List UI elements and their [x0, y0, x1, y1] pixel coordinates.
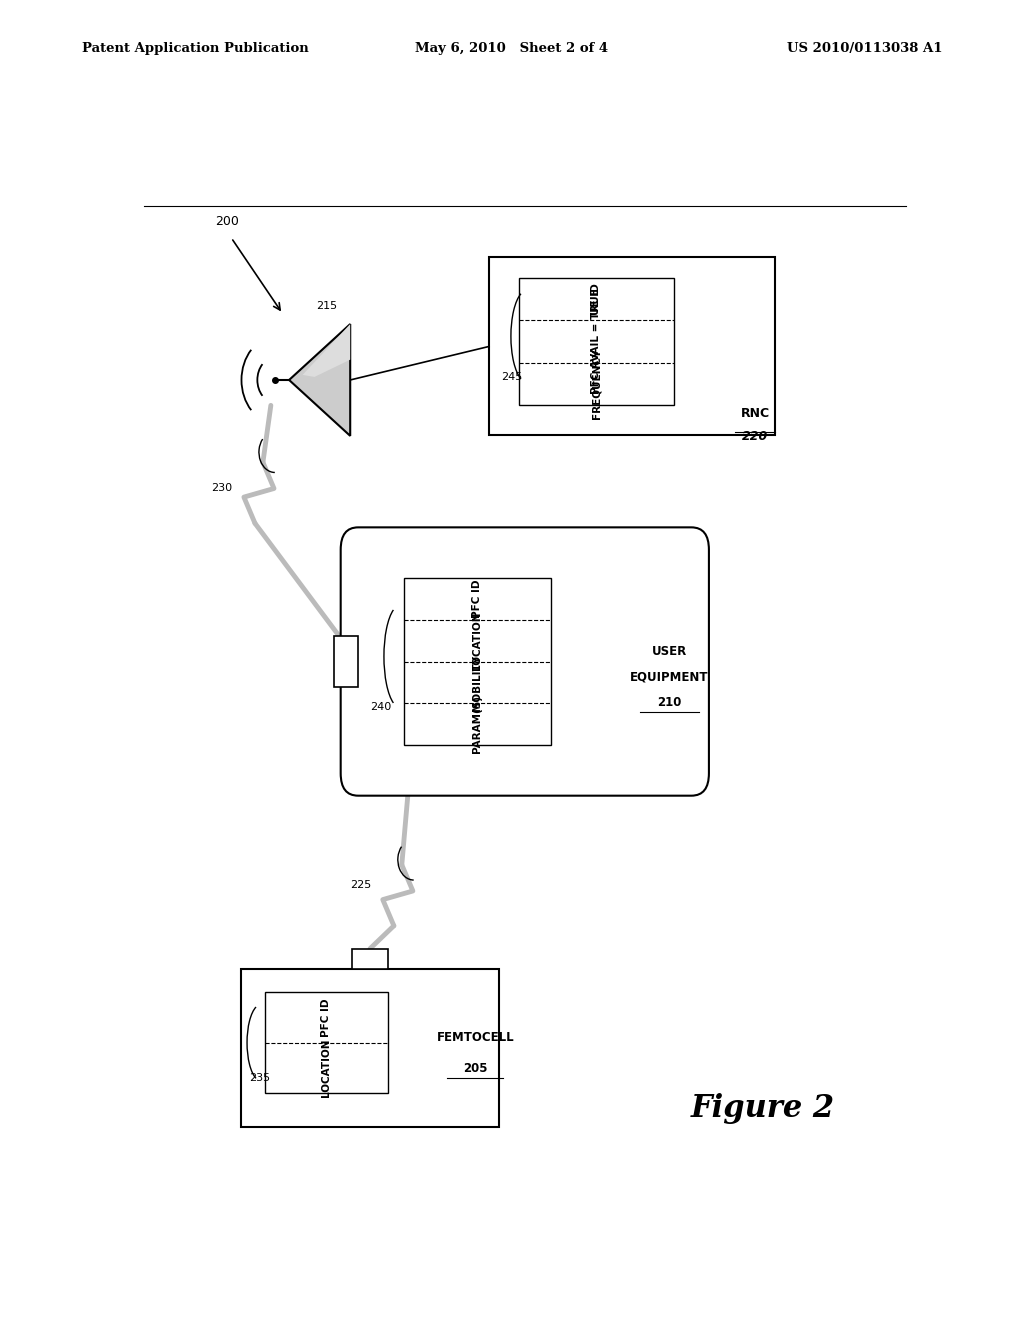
Text: Patent Application Publication: Patent Application Publication [82, 42, 308, 55]
Text: US 2010/0113038 A1: US 2010/0113038 A1 [786, 42, 942, 55]
Text: PARAM(S): PARAM(S) [472, 696, 482, 754]
Text: 235: 235 [249, 1073, 270, 1084]
Bar [489, 257, 775, 436]
Text: 210: 210 [657, 696, 681, 709]
Text: PFC ID: PFC ID [322, 998, 332, 1036]
Text: 225: 225 [350, 880, 372, 890]
Text: 215: 215 [315, 301, 337, 312]
Bar [403, 578, 551, 746]
Text: Figure 2: Figure 2 [691, 1093, 835, 1125]
Text: May 6, 2010   Sheet 2 of 4: May 6, 2010 Sheet 2 of 4 [416, 42, 608, 55]
Text: 205: 205 [463, 1061, 487, 1074]
Text: PFC AVAIL = TRUE: PFC AVAIL = TRUE [591, 288, 601, 395]
FancyBboxPatch shape [341, 528, 709, 796]
Text: UE ID: UE ID [591, 282, 601, 315]
Text: MOBILITY: MOBILITY [472, 655, 482, 710]
Text: 245: 245 [501, 372, 522, 381]
Text: 240: 240 [370, 702, 391, 713]
Bar [241, 969, 499, 1126]
Text: USER: USER [651, 645, 687, 657]
Bar [265, 991, 388, 1093]
Text: LOCATION: LOCATION [472, 611, 482, 669]
Text: RNC: RNC [740, 407, 769, 420]
Text: FEMTOCELL: FEMTOCELL [436, 1031, 514, 1044]
Polygon shape [303, 325, 350, 378]
Bar [334, 636, 358, 686]
Text: LOCATION: LOCATION [322, 1039, 332, 1097]
Text: EQUIPMENT: EQUIPMENT [630, 671, 709, 684]
Bar [519, 277, 674, 405]
Text: 230: 230 [211, 483, 232, 492]
Polygon shape [289, 325, 350, 436]
Text: 220: 220 [741, 430, 768, 444]
Text: PFC ID: PFC ID [472, 579, 482, 618]
Text: 200: 200 [215, 215, 240, 227]
Bar [352, 949, 388, 969]
Text: FREQUENCY: FREQUENCY [591, 348, 601, 418]
